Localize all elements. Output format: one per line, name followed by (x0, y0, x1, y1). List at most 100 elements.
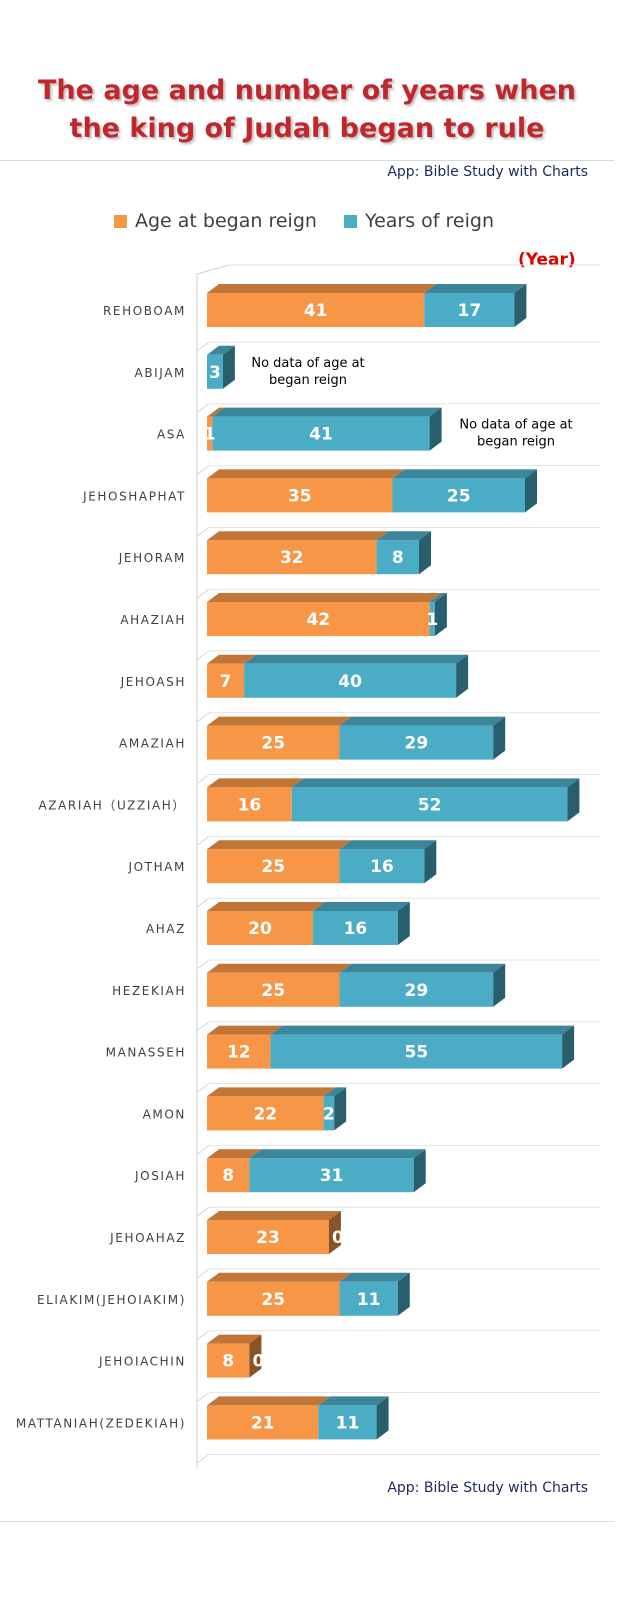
category-label: ASA (157, 428, 186, 442)
legend-item-age: Age at began reign (114, 206, 317, 236)
data-label-age: 1 (204, 425, 216, 445)
category-label: AZARIAH（UZZIAH） (38, 798, 186, 812)
gridline-slant (196, 1454, 210, 1464)
category-label: AHAZIAH (120, 613, 186, 627)
data-label-reign: 3 (209, 363, 221, 383)
bar-age-top (207, 1334, 262, 1344)
bar-age (207, 787, 292, 822)
bar-side (424, 840, 437, 884)
gridline-slant (196, 403, 210, 414)
chart-title: The age and number of years when the kin… (0, 72, 614, 148)
bar-age-top (207, 1025, 283, 1035)
data-label-reign: 11 (336, 1413, 360, 1433)
data-label-reign: 29 (405, 981, 429, 1001)
data-label-reign: 16 (370, 857, 394, 877)
category-label: MATTANIAH(ZEDEKIAH) (16, 1416, 186, 1430)
gridline-slant (196, 465, 210, 476)
bar-side (397, 902, 410, 945)
axis-wall-top (196, 264, 230, 275)
bar-reign (291, 787, 568, 822)
bar-reign (424, 293, 515, 327)
bar-reign (392, 478, 525, 513)
data-label-age: 25 (261, 1290, 285, 1310)
app-credit-bottom: App: Bible Study with Charts (387, 1480, 588, 1496)
data-label-reign: 17 (458, 301, 482, 321)
gridline-slant (196, 1083, 210, 1093)
bar-age-top (207, 469, 405, 479)
category-label: AHAZ (146, 922, 186, 936)
bar-age (207, 1158, 250, 1193)
bar-age (207, 1405, 319, 1440)
bar-age (207, 1096, 324, 1131)
bar-reign-top (376, 531, 431, 541)
annotation-label: No data of age at (459, 418, 572, 433)
bar-age (207, 1034, 271, 1069)
data-label-reign: 11 (357, 1290, 381, 1310)
data-label-age: 23 (256, 1228, 280, 1248)
bar-reign (207, 354, 223, 389)
bar-reign-top (212, 407, 442, 417)
bar-age (207, 602, 430, 636)
bar-age (207, 293, 425, 327)
top-divider (0, 160, 614, 161)
data-label-reign: 0 (252, 1352, 264, 1372)
category-label: JOTHAM (127, 860, 186, 874)
data-label-age: 22 (253, 1104, 277, 1124)
data-label-reign: 40 (338, 672, 362, 692)
bar-reign (244, 663, 457, 698)
bar-age-top (207, 716, 352, 726)
bar-reign (339, 725, 494, 760)
bar-age-top (207, 1272, 352, 1282)
bar-side (222, 345, 235, 389)
bar-reign (429, 602, 435, 636)
bar-reign (339, 1281, 398, 1316)
bar-age-top (207, 284, 437, 293)
bar-reign-top (339, 963, 506, 973)
bar-reign (339, 849, 425, 884)
data-label-age: 32 (280, 548, 304, 568)
bar-reign-top (207, 345, 235, 355)
bar-reign-top (339, 1272, 410, 1282)
bar-age (207, 725, 340, 760)
bar-side (413, 1149, 426, 1193)
category-label: AMON (143, 1107, 186, 1121)
data-label-age: 25 (261, 981, 285, 1001)
data-label-reign: 8 (392, 548, 404, 568)
bar-reign-top (424, 284, 527, 293)
data-label-reign: 29 (405, 734, 429, 754)
gridline-slant (196, 712, 210, 723)
gridline-slant (196, 650, 210, 661)
annotation-label: began reign (477, 435, 555, 450)
data-label-reign: 25 (447, 486, 471, 506)
bar-reign (249, 1158, 414, 1193)
bar-age (207, 849, 340, 884)
data-label-reign: 41 (309, 425, 333, 445)
category-label: JEHOIACHIN (98, 1355, 186, 1369)
bar-reign-top (318, 1396, 389, 1406)
bar-age-top (207, 1149, 262, 1159)
bar-side (456, 654, 469, 698)
title-line-2: the king of Judah began to rule (69, 113, 545, 144)
bar-reign (212, 416, 430, 451)
bar-reign-top (392, 469, 537, 479)
bar-reign (313, 911, 398, 945)
category-label: MANASSEH (106, 1046, 186, 1060)
gridline-slant (196, 588, 210, 599)
data-label-reign: 2 (323, 1104, 335, 1124)
bottom-divider (0, 1521, 614, 1522)
annotation-label: began reign (269, 373, 347, 388)
legend-item-reign: Years of reign (344, 206, 494, 236)
gridline-slant (196, 1392, 210, 1402)
bar-reign-top (249, 1149, 426, 1159)
category-label: JOSIAH (134, 1169, 186, 1183)
bar-side (334, 1087, 347, 1131)
data-label-age: 35 (288, 486, 312, 506)
gridline-slant (196, 774, 210, 784)
category-label: JEHOSHAPHAT (82, 489, 186, 503)
bar-reign (323, 1096, 335, 1131)
bar-reign-top (339, 840, 437, 850)
annotation-label: No data of age at (251, 356, 364, 371)
data-label-age: 8 (222, 1352, 234, 1372)
bar-side (567, 778, 580, 822)
